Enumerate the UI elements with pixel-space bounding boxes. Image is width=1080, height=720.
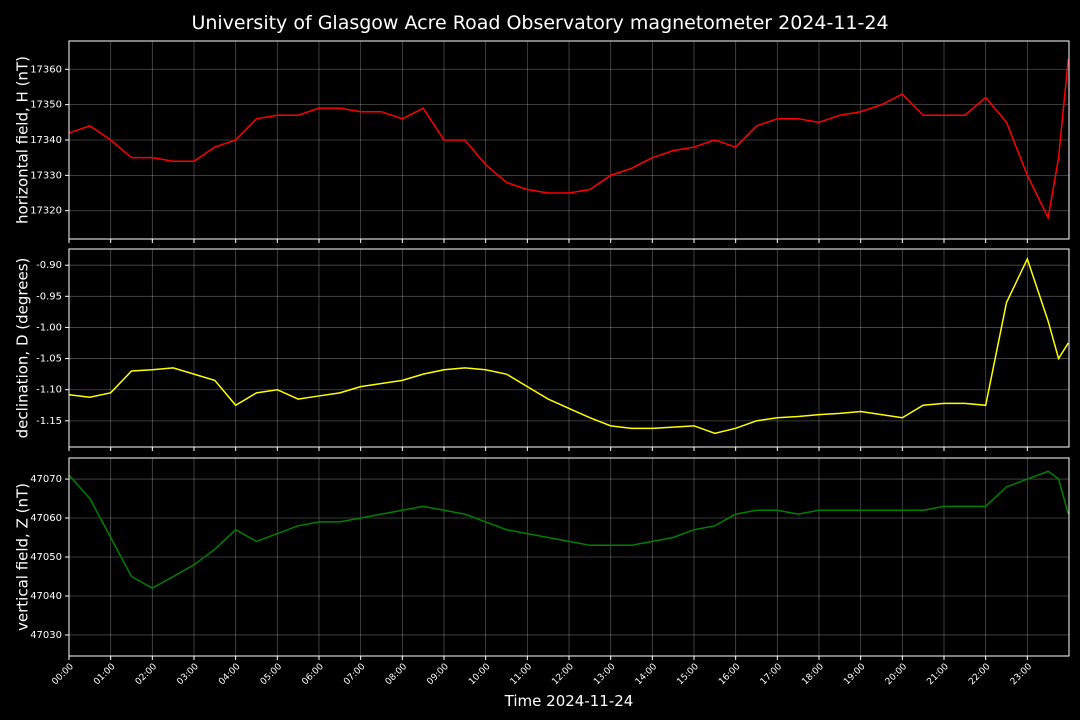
y-tick-label: 47040 (30, 591, 62, 602)
y-tick-label: -1.00 (36, 322, 62, 333)
y-tick-label: -1.10 (36, 385, 62, 396)
y-tick-label: 17360 (30, 64, 62, 75)
y-axis-label: horizontal field, H (nT) (14, 56, 32, 224)
y-tick-label: -0.90 (36, 260, 62, 271)
y-tick-label: 47030 (30, 630, 62, 641)
y-tick-label: -1.15 (36, 416, 62, 427)
y-tick-label: 17350 (30, 100, 62, 111)
y-axis-label: declination, D (degrees) (14, 258, 32, 439)
plot-frame (68, 457, 1070, 657)
y-tick-label: 17320 (30, 206, 62, 217)
y-tick-label: 47050 (30, 552, 62, 563)
chart-title: University of Glasgow Acre Road Observat… (191, 12, 888, 34)
y-tick-label: 47060 (30, 513, 62, 524)
data-line (68, 256, 1069, 435)
data-line (68, 470, 1070, 590)
y-tick-label: -1.05 (36, 354, 62, 365)
y-tick-label: 47070 (30, 474, 62, 485)
plot-frame (68, 40, 1070, 240)
y-axis-label: vertical field, Z (nT) (14, 483, 32, 631)
plot-frame (68, 248, 1070, 448)
data-line (68, 58, 1070, 221)
x-axis-label: Time 2024-11-24 (504, 692, 634, 710)
y-tick-label: 17330 (30, 170, 62, 181)
y-tick-label: 17340 (30, 135, 62, 146)
y-tick-label: -0.95 (36, 291, 62, 302)
